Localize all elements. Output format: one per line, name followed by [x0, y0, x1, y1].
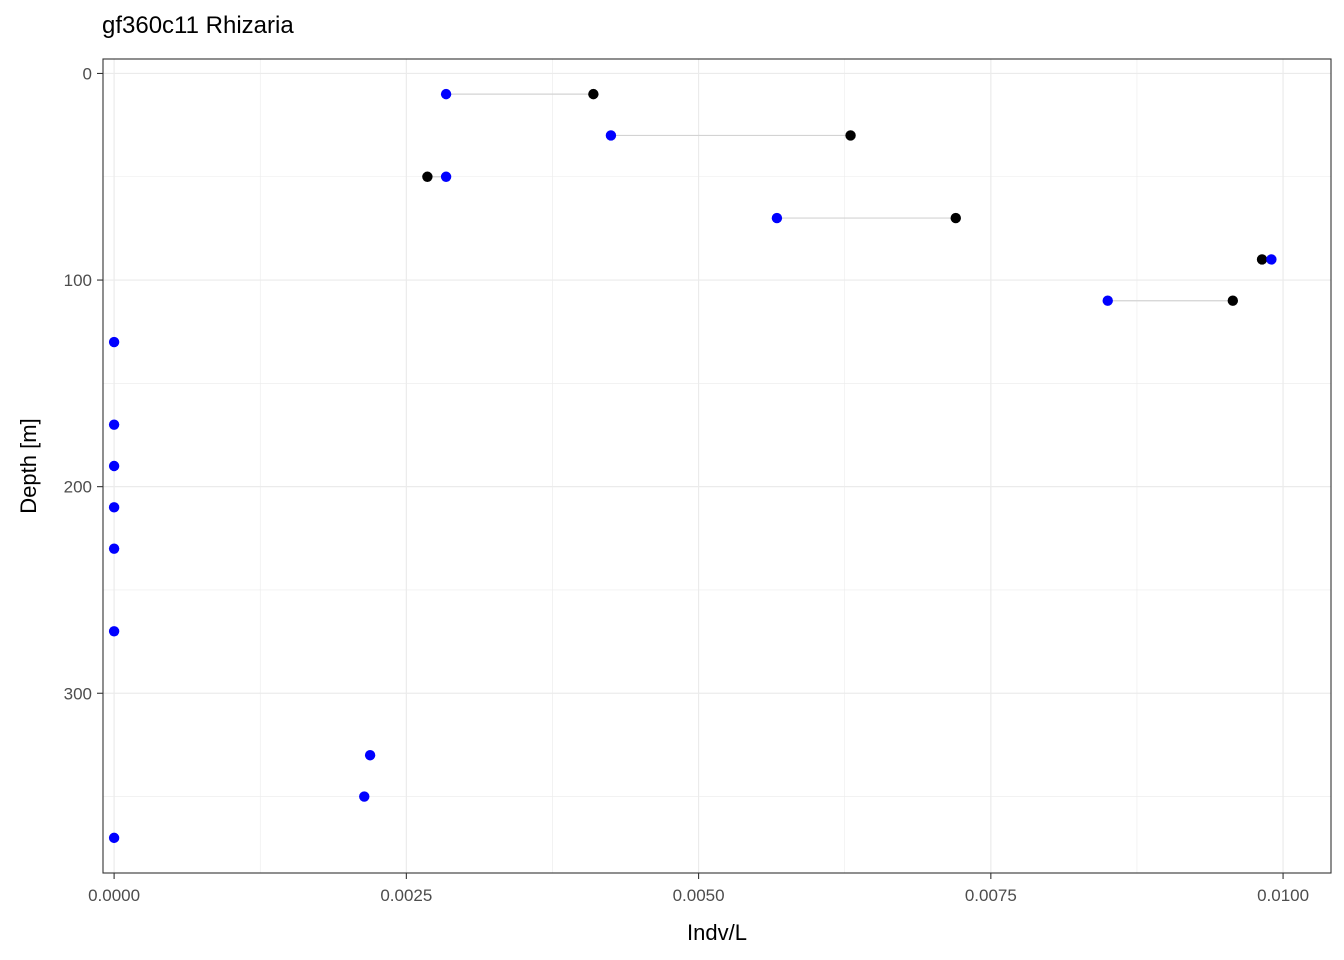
y-tick-label: 100 — [64, 271, 92, 290]
black-data-point — [845, 130, 856, 141]
black-data-point — [422, 171, 433, 182]
blue-data-point — [1266, 254, 1277, 265]
blue-data-point — [108, 502, 120, 513]
x-tick-label: 0.0000 — [88, 886, 140, 905]
blue-data-point — [1102, 295, 1113, 306]
blue-data-point — [108, 832, 120, 844]
x-tick-label: 0.0050 — [673, 886, 725, 905]
black-data-point — [950, 212, 961, 224]
x-axis-ticks: 0.0000 0.0025 0.0050 0.0075 0.0100 — [88, 873, 1309, 905]
y-tick-label: 300 — [64, 684, 92, 703]
blue-data-point — [108, 543, 120, 554]
grid-lines — [103, 59, 1331, 873]
y-axis-title: Depth [m] — [16, 418, 41, 513]
black-data-point — [1256, 254, 1268, 265]
x-axis-title: Indv/L — [687, 920, 747, 945]
x-tick-label: 0.0075 — [965, 886, 1017, 905]
chart-title: gf360c11 Rhizaria — [102, 12, 294, 39]
x-tick-label: 0.0100 — [1257, 886, 1309, 905]
panel-border — [102, 58, 1332, 874]
blue-data-point — [108, 419, 120, 430]
y-tick-label: 200 — [64, 478, 92, 497]
data-points — [108, 88, 1277, 844]
blue-data-point — [440, 88, 452, 100]
blue-data-point — [108, 460, 120, 472]
blue-data-point — [108, 626, 120, 637]
black-data-point — [588, 88, 599, 100]
y-tick-label: 0 — [83, 64, 92, 83]
y-axis-ticks: 0 100 200 300 — [64, 64, 103, 703]
x-tick-label: 0.0025 — [380, 886, 432, 905]
blue-data-point — [359, 791, 370, 802]
blue-data-point — [108, 336, 120, 348]
connector-segments — [427, 93, 1272, 302]
black-data-point — [1227, 295, 1239, 306]
blue-data-point — [605, 130, 617, 141]
blue-data-point — [364, 750, 376, 761]
blue-data-point — [771, 212, 783, 224]
blue-data-point — [440, 171, 452, 182]
